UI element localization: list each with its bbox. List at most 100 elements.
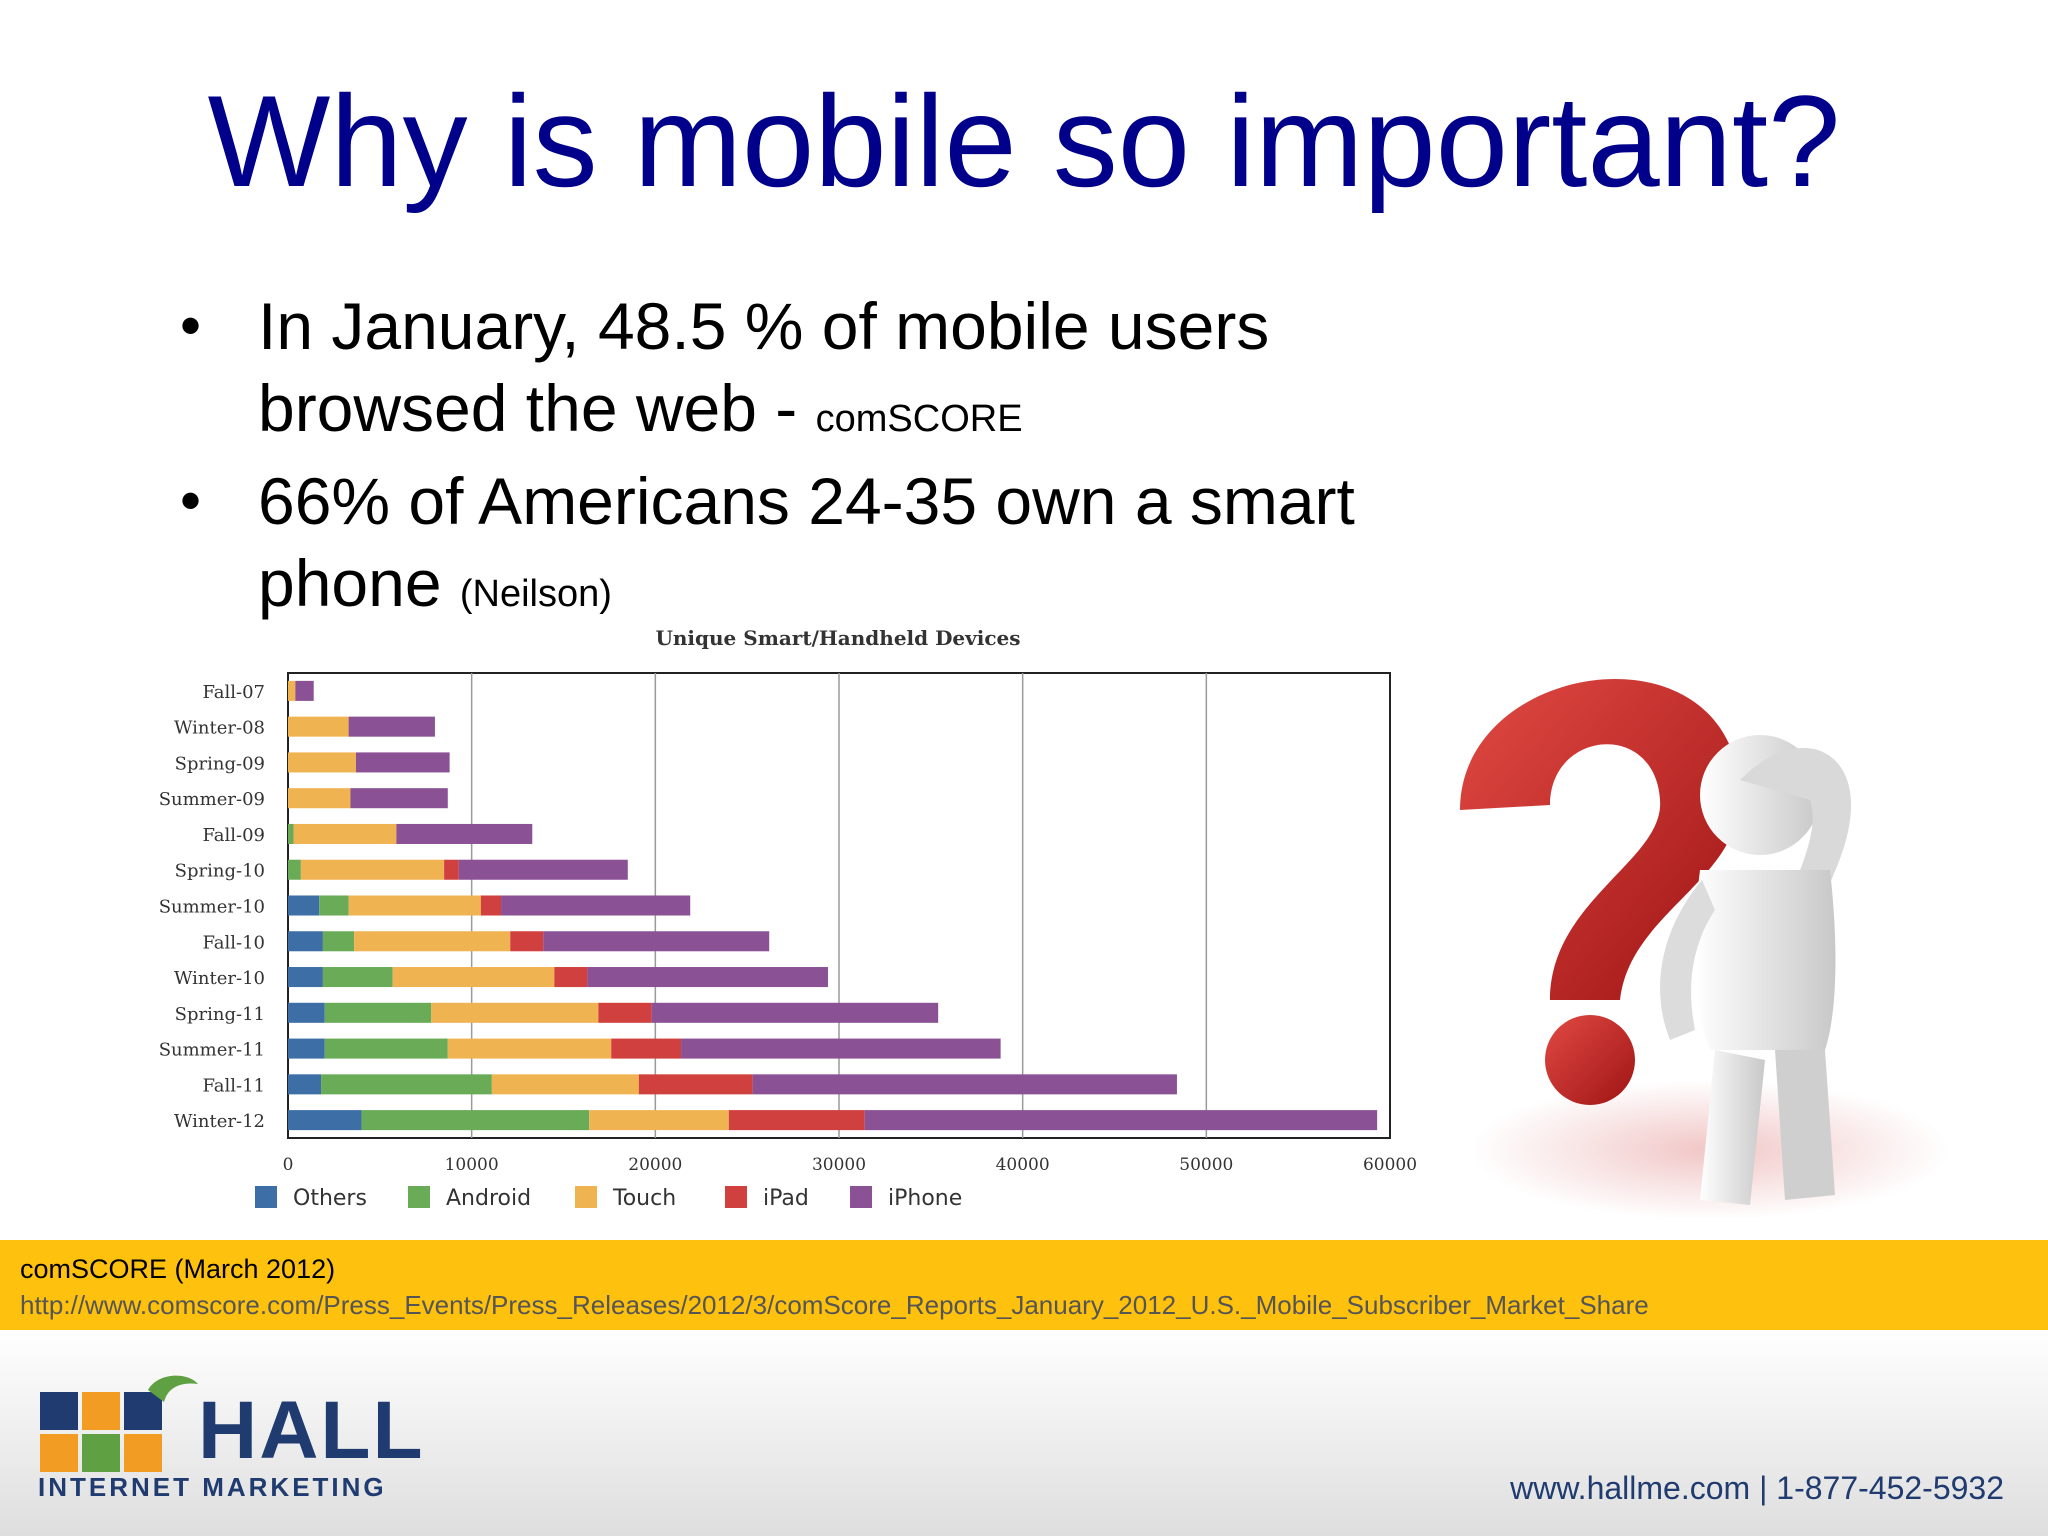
bullet-item: • 66% of Americans 24-35 own a smart pho… (180, 460, 1480, 635)
bar-segment (348, 895, 481, 916)
bar-segment (728, 1110, 865, 1131)
category-labels: Fall-07 Winter-08 Spring-09 Summer-09 Fall-0… (159, 682, 265, 1132)
bar-segment (554, 967, 588, 988)
bar-segment (288, 895, 320, 916)
bar-segment (458, 859, 628, 880)
bar-segment (543, 931, 770, 952)
bar-segment (324, 1038, 448, 1059)
bar-segment (611, 1038, 682, 1059)
category-label: Summer-10 (159, 897, 265, 918)
source-url: http://www.comscore.com/Press_Events/Pre… (20, 1290, 1649, 1320)
chart: Unique Smart/Handheld Devices Fall-07 Win… (150, 618, 1430, 1218)
bar-segment (350, 788, 448, 809)
x-tick-label: 10000 (445, 1155, 499, 1175)
bar-segment (288, 752, 356, 773)
chart-title: Unique Smart/Handheld Devices (655, 626, 1020, 650)
bar-segment (288, 788, 351, 809)
bar-segment (288, 1002, 325, 1023)
legend-swatch (725, 1186, 747, 1208)
bar-segment (444, 859, 459, 880)
legend-swatch (850, 1186, 872, 1208)
bar-segment (361, 1110, 590, 1131)
category-label: Summer-09 (159, 789, 265, 810)
legend-label: iPhone (888, 1186, 962, 1211)
bar-segment (638, 1074, 753, 1095)
bar-segment (319, 895, 349, 916)
contact-info: www.hallme.com | 1-877-452-5932 (1510, 1470, 2004, 1506)
bar-segment (288, 859, 301, 880)
bar-segment (321, 1074, 492, 1095)
bar-segment (354, 931, 511, 952)
legend-label: Others (293, 1186, 367, 1211)
bar-segment (288, 1110, 362, 1131)
bullet-source: comSCORE (815, 398, 1023, 440)
bar-group (288, 680, 1378, 1131)
bar-segment (324, 1002, 432, 1023)
logo-wordmark: HALL (198, 1385, 425, 1476)
x-tick-label: 60000 (1363, 1155, 1417, 1175)
source-citation: comSCORE (March 2012) (20, 1254, 336, 1284)
chart-svg: Unique Smart/Handheld Devices Fall-07 Win… (159, 626, 1417, 1211)
bullet-item: • In January, 48.5 % of mobile users bro… (180, 285, 1480, 460)
logo-squares-icon (40, 1375, 198, 1472)
bullet-text: 66% of Americans 24-35 own a smart phone (258, 464, 1355, 620)
legend-swatch (255, 1186, 277, 1208)
hall-logo: HALL INTERNET MARKETING (38, 1372, 423, 1502)
slide-title: Why is mobile so important? (207, 68, 1841, 214)
bar-segment (322, 931, 355, 952)
category-label: Fall-07 (203, 682, 266, 703)
legend-swatch (575, 1186, 597, 1208)
bar-segment (348, 716, 435, 737)
category-label: Spring-09 (175, 753, 265, 774)
category-label: Fall-10 (203, 932, 266, 953)
category-label: Spring-11 (175, 1004, 265, 1025)
question-mark-figure-illustration (1440, 630, 1960, 1230)
bullet-dot: • (180, 292, 202, 359)
tick-labels: 0 10000 20000 30000 40000 50000 60000 (283, 1155, 1417, 1175)
bar-segment (288, 931, 323, 952)
bar-segment (288, 1038, 325, 1059)
bar-segment (447, 1038, 612, 1059)
question-figure-icon (1460, 678, 1950, 1220)
footer: HALL INTERNET MARKETING www.hallme.com |… (0, 1330, 2048, 1536)
bar-segment (431, 1002, 599, 1023)
bar-segment (752, 1074, 1177, 1095)
bullet-dot: • (180, 467, 202, 534)
legend-label: iPad (763, 1186, 809, 1211)
legend: Others Android Touch iPad iPhone (255, 1186, 962, 1211)
legend-label: Android (446, 1186, 531, 1211)
category-label: Fall-11 (203, 1075, 266, 1096)
bar-segment (510, 931, 544, 952)
x-tick-label: 20000 (628, 1155, 682, 1175)
category-label: Spring-10 (175, 861, 265, 882)
source-banner: comSCORE (March 2012) http://www.comscor… (0, 1240, 2048, 1330)
bar-segment (288, 823, 294, 844)
bar-segment (651, 1002, 939, 1023)
bar-segment (288, 1074, 322, 1095)
bar-segment (392, 967, 555, 988)
x-tick-label: 40000 (996, 1155, 1050, 1175)
bar-segment (300, 859, 445, 880)
bar-segment (322, 967, 393, 988)
x-tick-label: 50000 (1179, 1155, 1233, 1175)
legend-label: Touch (612, 1186, 676, 1211)
bar-segment (288, 967, 323, 988)
bar-segment (355, 752, 450, 773)
category-label: Winter-08 (174, 718, 265, 739)
legend-swatch (408, 1186, 430, 1208)
bar-segment (491, 1074, 639, 1095)
category-label: Winter-12 (174, 1111, 265, 1132)
bullet-source: (Neilson) (459, 573, 612, 615)
bar-segment (587, 967, 828, 988)
bullet-list: • In January, 48.5 % of mobile users bro… (180, 285, 1480, 635)
category-label: Winter-10 (174, 968, 265, 989)
bar-segment (288, 680, 296, 701)
bar-segment (295, 680, 314, 701)
category-label: Fall-09 (203, 825, 266, 846)
x-tick-label: 0 (283, 1155, 294, 1175)
bar-segment (864, 1110, 1378, 1131)
bar-segment (681, 1038, 1001, 1059)
bullet-text: In January, 48.5 % of mobile users brows… (258, 289, 1270, 445)
bar-segment (589, 1110, 729, 1131)
bar-segment (396, 823, 533, 844)
